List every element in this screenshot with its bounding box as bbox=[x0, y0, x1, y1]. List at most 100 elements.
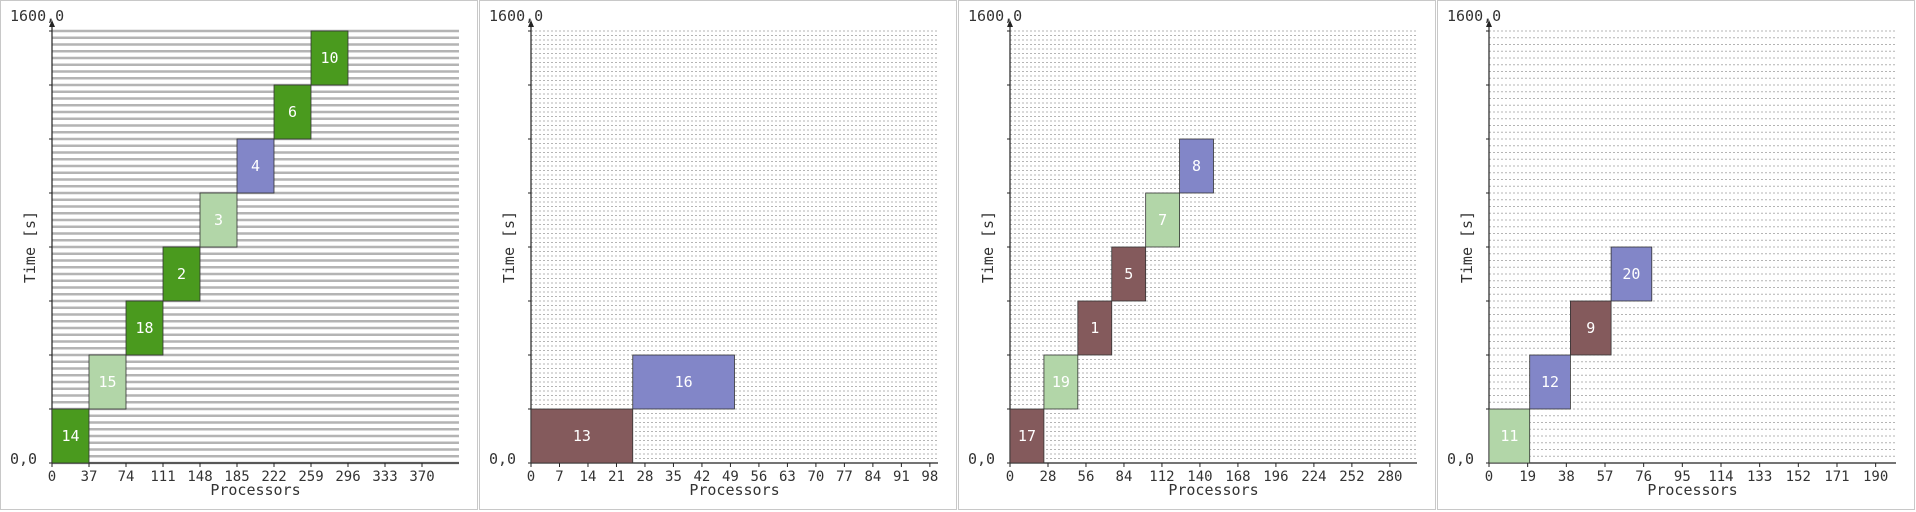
x-tick-label: 84 bbox=[1116, 469, 1133, 485]
origin-label: 0,0 bbox=[968, 450, 995, 468]
schedule-chart-2: 0 7 14 21 28 35 42 49 56 63 70 77 84 91 98 13 16 1600,0 0,… bbox=[479, 0, 957, 510]
task-label: 17 bbox=[1018, 427, 1036, 445]
x-tick-label: 76 bbox=[1635, 469, 1652, 485]
task-bar-11 bbox=[1488, 408, 1531, 464]
x-tick-label: 185 bbox=[224, 469, 249, 485]
task-label: 6 bbox=[288, 103, 297, 121]
x-tick-label: 70 bbox=[807, 469, 824, 485]
task-bar-17 bbox=[1009, 408, 1045, 464]
task-bar-3 bbox=[199, 192, 238, 248]
x-tick-label: 196 bbox=[1263, 469, 1288, 485]
task-label: 11 bbox=[1500, 427, 1518, 445]
x-tick-label: 0 bbox=[1006, 469, 1014, 485]
x-tick-label: 333 bbox=[372, 469, 397, 485]
schedule-chart-3: 0 28 56 84 112 140 168 196 224 252 280 17 19 1 5 7 8 1600… bbox=[958, 0, 1436, 510]
x-tick-label: 7 bbox=[555, 469, 563, 485]
task-label: 18 bbox=[135, 319, 153, 337]
task-label: 20 bbox=[1622, 265, 1640, 283]
task-label: 19 bbox=[1052, 373, 1070, 391]
x-tick-label: 111 bbox=[150, 469, 175, 485]
task-bar-20 bbox=[1610, 246, 1653, 302]
task-bar-12 bbox=[1529, 354, 1571, 410]
x-tick-label: 259 bbox=[298, 469, 323, 485]
task-label: 13 bbox=[573, 427, 591, 445]
task-bar-2 bbox=[162, 246, 201, 302]
x-tick-label: 114 bbox=[1708, 469, 1733, 485]
y-max-label: 1600,0 bbox=[1447, 7, 1501, 25]
x-tick-label: 252 bbox=[1339, 469, 1364, 485]
task-label: 14 bbox=[61, 427, 79, 445]
x-tick-label: 56 bbox=[1078, 469, 1095, 485]
x-tick-label: 296 bbox=[335, 469, 360, 485]
y-axis-arrow bbox=[49, 20, 55, 27]
x-tick-label: 28 bbox=[637, 469, 654, 485]
task-bar-6 bbox=[273, 84, 312, 140]
task-label: 4 bbox=[251, 157, 260, 175]
y-axis-title: Time [s] bbox=[979, 211, 997, 283]
task-bar-15 bbox=[88, 354, 127, 410]
x-axis-title: Processors bbox=[1168, 481, 1258, 499]
x-tick-label: 370 bbox=[409, 469, 434, 485]
task-label: 3 bbox=[214, 211, 223, 229]
task-bar-1 bbox=[1077, 300, 1113, 356]
task-label: 10 bbox=[320, 49, 338, 67]
x-tick-label: 74 bbox=[118, 469, 135, 485]
task-label: 7 bbox=[1158, 211, 1167, 229]
y-max-label: 1600,0 bbox=[489, 7, 543, 25]
schedule-chart-4: 0 19 38 57 76 95 114 133 152 171 190 11 12 9 20 1600,0 0… bbox=[1437, 0, 1915, 510]
x-tick-label: 28 bbox=[1040, 469, 1057, 485]
y-axis-arrow bbox=[528, 20, 534, 27]
task-bar-13 bbox=[530, 408, 634, 464]
x-tick-label: 35 bbox=[665, 469, 682, 485]
task-label: 15 bbox=[98, 373, 116, 391]
x-tick-label: 49 bbox=[722, 469, 739, 485]
schedule-chart-1: 0 37 74 111 148 185 222 259 296 333 370 14 15 18 2 3 4 6 1… bbox=[0, 0, 478, 510]
x-tick-label: 168 bbox=[1225, 469, 1250, 485]
y-axis-title: Time [s] bbox=[21, 211, 39, 283]
x-tick-label: 0 bbox=[527, 469, 535, 485]
x-tick-label: 84 bbox=[864, 469, 881, 485]
x-tick-label: 171 bbox=[1824, 469, 1849, 485]
task-label: 2 bbox=[177, 265, 186, 283]
y-axis-title: Time [s] bbox=[500, 211, 518, 283]
x-tick-label: 42 bbox=[694, 469, 711, 485]
origin-label: 0,0 bbox=[489, 450, 516, 468]
task-bar-18 bbox=[125, 300, 164, 356]
task-label: 8 bbox=[1192, 157, 1201, 175]
x-tick-label: 140 bbox=[1187, 469, 1212, 485]
task-label: 16 bbox=[675, 373, 693, 391]
task-bar-4 bbox=[236, 138, 275, 194]
task-label: 12 bbox=[1541, 373, 1559, 391]
x-tick-label: 0 bbox=[1485, 469, 1493, 485]
task-bar-9 bbox=[1569, 300, 1612, 356]
x-tick-label: 98 bbox=[921, 469, 938, 485]
x-tick-label: 95 bbox=[1674, 469, 1691, 485]
x-tick-label: 280 bbox=[1377, 469, 1402, 485]
x-tick-label: 190 bbox=[1863, 469, 1888, 485]
x-tick-label: 0 bbox=[48, 469, 56, 485]
origin-label: 0,0 bbox=[10, 450, 37, 468]
x-axis-title: Processors bbox=[1647, 481, 1737, 499]
x-tick-label: 19 bbox=[1519, 469, 1536, 485]
x-tick-label: 57 bbox=[1597, 469, 1614, 485]
x-tick-label: 63 bbox=[779, 469, 796, 485]
task-label: 5 bbox=[1124, 265, 1133, 283]
y-max-label: 1600,0 bbox=[968, 7, 1022, 25]
task-bar-16 bbox=[632, 354, 735, 410]
task-bar-14 bbox=[51, 408, 90, 464]
x-tick-label: 77 bbox=[836, 469, 853, 485]
chart-svg: 0 37 74 111 148 185 222 259 296 333 370 14 15 18 2 3 4 6 1… bbox=[10, 7, 459, 499]
task-label: 1 bbox=[1090, 319, 1099, 337]
x-tick-label: 56 bbox=[750, 469, 767, 485]
x-tick-label: 38 bbox=[1558, 469, 1575, 485]
y-max-label: 1600,0 bbox=[10, 7, 64, 25]
x-axis-title: Processors bbox=[689, 481, 779, 499]
chart-svg: 0 19 38 57 76 95 114 133 152 171 190 11 12 9 20 1600,0 0… bbox=[1447, 7, 1896, 499]
x-tick-label: 222 bbox=[261, 469, 286, 485]
chart-svg: 0 7 14 21 28 35 42 49 56 63 70 77 84 91 98 13 16 1600,0 0,… bbox=[489, 7, 938, 499]
x-axis-title: Processors bbox=[210, 481, 300, 499]
x-tick-label: 37 bbox=[81, 469, 98, 485]
x-tick-label: 112 bbox=[1149, 469, 1174, 485]
task-bar-7 bbox=[1145, 192, 1180, 248]
task-label: 9 bbox=[1586, 319, 1595, 337]
